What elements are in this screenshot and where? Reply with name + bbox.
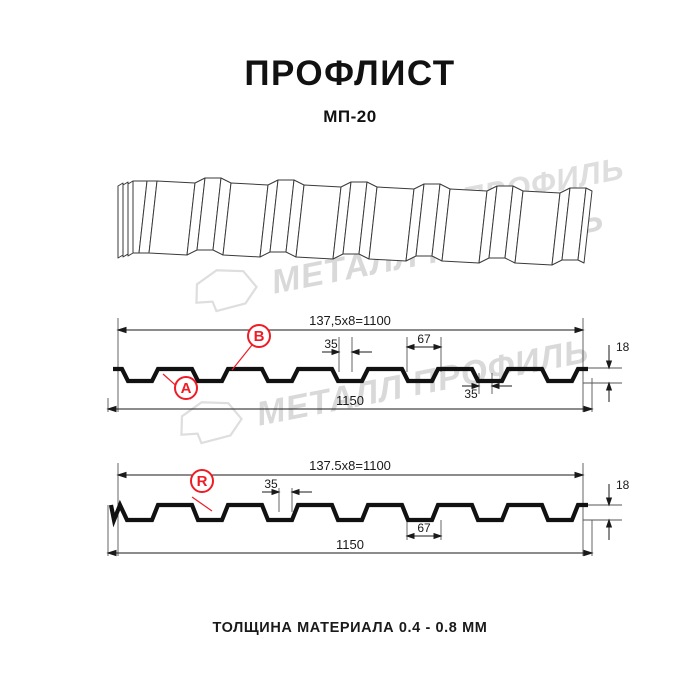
dim-label-rib-base: 67 <box>417 521 431 535</box>
dim-arrow <box>574 326 585 334</box>
dim-label-rib-spacing: 35 <box>464 387 478 401</box>
model-subtitle: МП-20 <box>323 107 377 126</box>
dim-label-rib-top: 35 <box>324 337 338 351</box>
dim-arrow <box>605 381 613 391</box>
watermark-text: МЕТАЛЛ ПРОФИЛЬ <box>253 332 592 434</box>
witness-lines <box>107 318 622 412</box>
rib-face <box>358 181 378 260</box>
dim-arrow <box>271 488 281 496</box>
dim-label-height: 18 <box>616 478 630 492</box>
dim-arrow <box>433 532 443 540</box>
rib-face <box>212 177 232 256</box>
marker-callout-a: A <box>162 373 198 400</box>
rib-face <box>259 179 279 258</box>
leader-line <box>231 344 253 371</box>
dim-arrow <box>583 405 594 413</box>
rib-face <box>285 179 305 258</box>
marker-label: B <box>254 328 265 345</box>
dim-arrow <box>471 382 481 390</box>
sheet-flat <box>222 182 269 258</box>
rib-face <box>504 185 524 264</box>
material-thickness-caption: ТОЛЩИНА МАТЕРИАЛА 0.4 - 0.8 ММ <box>212 620 488 636</box>
dim-arrow <box>331 348 341 356</box>
rib-crest <box>269 179 295 253</box>
profile-polyline-top <box>113 366 588 384</box>
dim-label-overall-width: 1150 <box>336 537 364 552</box>
dim-arrow <box>106 549 117 557</box>
sheet-edge-lamination <box>127 180 134 257</box>
title-block: ПРОФЛИСТ МП-20 <box>0 56 700 127</box>
sheet-flat <box>295 184 342 260</box>
dim-label-pitch-total: 137,5x8=1100 <box>309 313 391 328</box>
leader-line <box>162 373 192 400</box>
page-title: ПРОФЛИСТ <box>244 54 456 93</box>
rib-face <box>405 183 425 262</box>
watermark-2: МЕТАЛЛ ПРОФИЛЬ <box>180 332 592 445</box>
rib-face <box>138 180 158 254</box>
rib-face <box>478 185 498 264</box>
dim-arrow <box>605 360 613 370</box>
dim-label-overall-width: 1150 <box>336 393 364 408</box>
rib-crest <box>561 187 587 261</box>
sheet-edge-lamination <box>122 181 129 258</box>
rib-face <box>186 177 206 256</box>
marker-circle <box>190 469 214 493</box>
rib-face <box>431 183 451 262</box>
dim-arrow <box>116 471 127 479</box>
dim-arrow <box>490 382 500 390</box>
marker-label: A <box>181 380 192 397</box>
dim-arrow <box>290 488 300 496</box>
rib-crest <box>488 185 514 259</box>
corrugated-sheet-isometric <box>117 177 593 266</box>
sheet-edge-lamination <box>117 182 124 259</box>
sheet-flat <box>514 190 561 266</box>
dim-arrow <box>106 405 117 413</box>
marker-callout-b: B <box>231 324 271 371</box>
dim-label-rib-top: 35 <box>264 477 278 491</box>
dim-label-pitch-total: 137.5x8=1100 <box>309 458 391 473</box>
dim-label-rib-base: 67 <box>417 332 431 346</box>
rib-crest <box>196 177 222 251</box>
marker-callout-r: R <box>190 469 214 512</box>
dim-arrow <box>405 343 415 351</box>
dim-arrow <box>605 518 613 528</box>
marker-circle <box>174 376 198 400</box>
sheet-flat <box>441 188 488 264</box>
dimension-lines <box>106 471 613 557</box>
dim-arrow <box>574 471 585 479</box>
dim-arrow <box>605 497 613 507</box>
dim-arrow <box>583 549 594 557</box>
dim-arrow <box>350 348 360 356</box>
watermark-logo-icon <box>195 269 258 313</box>
watermark-logo-icon <box>180 401 243 445</box>
witness-lines <box>107 463 622 556</box>
dim-arrow <box>433 343 443 351</box>
dim-arrow <box>116 326 127 334</box>
marker-circle <box>247 324 271 348</box>
sheet-flat <box>368 186 415 262</box>
watermark-3: МЕТАЛЛ ПРОФИЛЬ <box>316 151 627 245</box>
rib-face <box>132 180 148 254</box>
rib-crest <box>415 183 441 257</box>
sheet-flat <box>148 180 196 256</box>
profile-polyline-bottom <box>108 499 588 528</box>
dim-label-height: 18 <box>616 340 630 354</box>
rib-face <box>577 187 593 264</box>
dimension-lines <box>106 326 613 413</box>
rib-crest <box>342 181 368 255</box>
marker-label: R <box>197 473 208 490</box>
watermark-1: МЕТАЛЛ ПРОФИЛЬ <box>195 200 607 313</box>
watermark-text: МЕТАЛЛ ПРОФИЛЬ <box>268 200 607 302</box>
rib-face <box>551 187 571 266</box>
leader-line <box>191 496 213 512</box>
watermark-text: МЕТАЛЛ ПРОФИЛЬ <box>316 151 627 245</box>
rib-face <box>332 181 352 260</box>
dim-arrow <box>405 532 415 540</box>
